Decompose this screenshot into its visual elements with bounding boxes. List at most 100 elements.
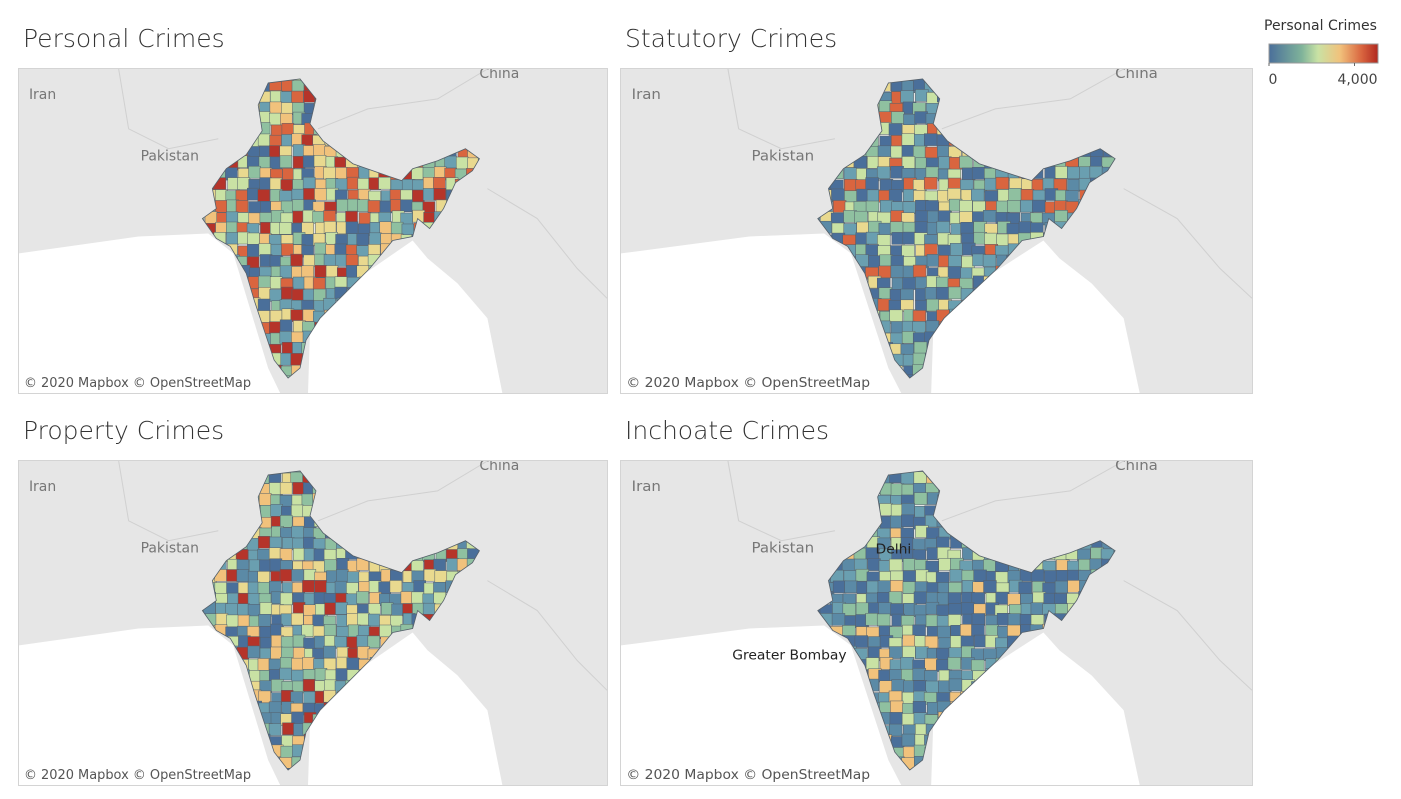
map-label: Iran: [29, 87, 56, 103]
district: [378, 536, 392, 549]
district: [817, 471, 822, 484]
district: [456, 211, 469, 224]
district: [1102, 668, 1116, 681]
district: [1007, 494, 1021, 508]
district: [947, 188, 961, 201]
district: [938, 558, 952, 571]
district: [914, 756, 928, 769]
district: [1112, 277, 1116, 290]
district: [456, 134, 470, 148]
district: [399, 547, 413, 560]
district: [345, 81, 359, 94]
district: [1008, 481, 1022, 494]
district: [1006, 145, 1021, 158]
district: [843, 178, 858, 192]
district: [411, 591, 424, 605]
district: [1102, 602, 1116, 615]
district: [972, 91, 986, 104]
district: [400, 559, 413, 572]
district: [292, 778, 304, 785]
district: [914, 111, 928, 124]
district: [950, 78, 964, 81]
district: [974, 525, 988, 538]
district: [901, 713, 916, 726]
district: [465, 266, 479, 280]
district: [1030, 602, 1045, 615]
district: [995, 560, 1009, 573]
district: [323, 471, 337, 484]
district: [935, 80, 950, 93]
district: [1103, 254, 1116, 267]
district: [248, 113, 262, 126]
district: [1112, 483, 1116, 496]
district: [413, 222, 426, 236]
district: [1100, 201, 1114, 215]
district: [433, 516, 446, 530]
district: [996, 504, 1011, 517]
district: [832, 580, 847, 594]
district: [356, 536, 369, 550]
district: [902, 645, 916, 659]
district: [213, 100, 227, 113]
district: [1077, 470, 1091, 473]
district: [203, 470, 217, 473]
district: [368, 124, 382, 138]
district: [312, 481, 325, 495]
district: [324, 78, 337, 83]
map: Iran China Pakistan © 2020 Mapbox © OpenStr…: [19, 69, 607, 393]
district: [335, 470, 349, 483]
district: [888, 123, 903, 136]
district: [435, 245, 449, 258]
district: [971, 167, 986, 180]
district: [1103, 90, 1116, 103]
district: [478, 482, 480, 495]
district: [1044, 135, 1058, 149]
district: [1032, 199, 1046, 213]
district: [433, 232, 446, 246]
district: [819, 168, 834, 181]
district: [323, 221, 337, 234]
district: [302, 678, 316, 692]
district: [467, 79, 480, 92]
district: [997, 482, 1011, 495]
district: [877, 234, 891, 247]
district: [1065, 134, 1080, 147]
district: [1114, 670, 1116, 683]
district: [389, 78, 402, 81]
district: [412, 209, 425, 223]
district: [477, 504, 480, 517]
district: [1078, 647, 1093, 660]
district: [817, 187, 822, 201]
legend-title: Personal Crimes: [1264, 18, 1377, 34]
district: [269, 352, 282, 366]
district: [1006, 515, 1021, 528]
district: [312, 493, 325, 506]
district: [865, 657, 880, 670]
district: [334, 494, 347, 508]
district: [1032, 514, 1047, 528]
district: [291, 80, 305, 93]
district: [924, 243, 938, 257]
district: [1044, 124, 1058, 138]
district: [323, 166, 336, 180]
district: [936, 504, 951, 518]
district: [913, 341, 928, 355]
district: [357, 178, 371, 191]
district: [1089, 558, 1103, 572]
district: [1031, 78, 1046, 92]
district: [336, 515, 350, 528]
district: [959, 471, 974, 485]
district: [388, 155, 402, 168]
district: [1007, 78, 1021, 80]
district: [1055, 493, 1069, 507]
district: [913, 591, 928, 605]
district: [947, 657, 961, 670]
district: [312, 614, 325, 628]
district: [1091, 124, 1106, 138]
district: [434, 647, 447, 660]
district: [466, 245, 480, 258]
attribution: © 2020 Mapbox © OpenStreetMap: [626, 768, 870, 782]
district: [1078, 558, 1092, 572]
district: [479, 626, 480, 640]
district: [432, 122, 446, 136]
